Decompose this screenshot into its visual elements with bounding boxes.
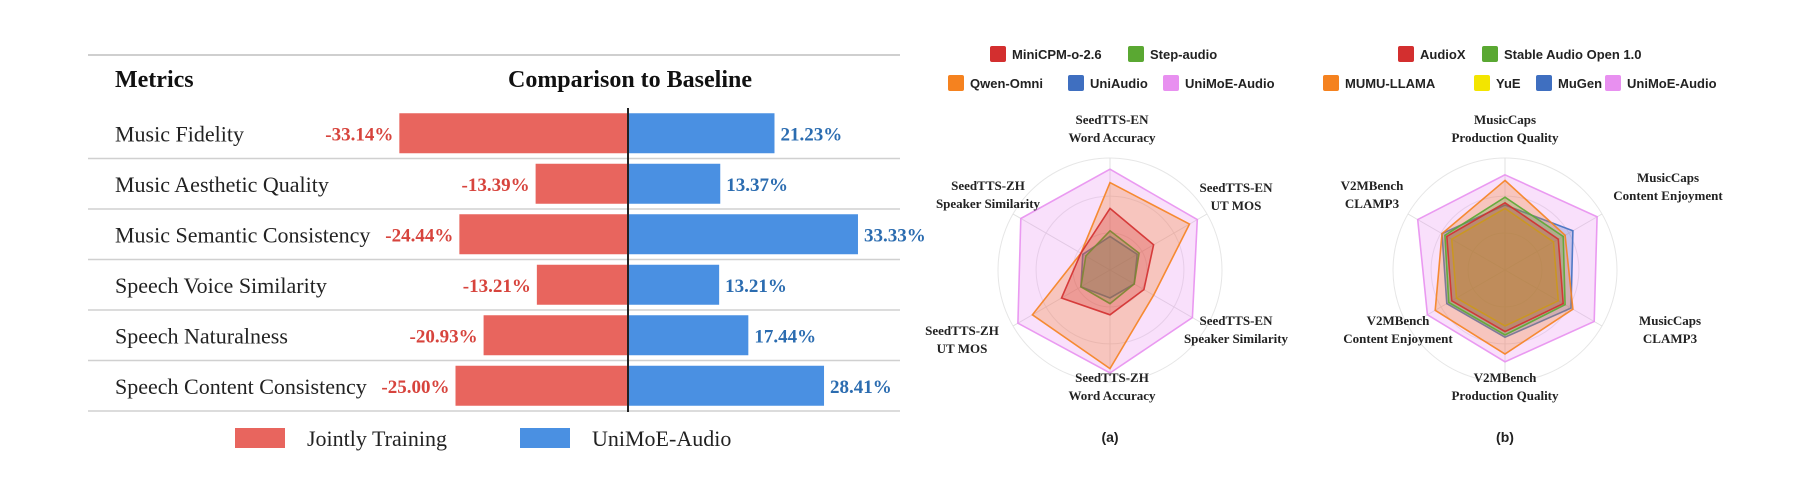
bar-jointly-training bbox=[536, 264, 628, 305]
data-label-unimoe-audio: 17.44% bbox=[754, 326, 816, 347]
bar-jointly-training bbox=[535, 163, 628, 204]
radar-axis-label: MusicCaps Content Enjoyment bbox=[1613, 170, 1723, 203]
bar-unimoe-audio bbox=[628, 113, 775, 154]
legend-swatch bbox=[948, 75, 964, 91]
radar-series-unimoe-audio bbox=[1017, 168, 1199, 374]
radar-axis-label: SeedTTS-EN Word Accuracy bbox=[1068, 112, 1156, 145]
radar-spoke bbox=[1012, 213, 1111, 271]
bar-unimoe-audio bbox=[628, 264, 720, 305]
legend-swatch bbox=[1323, 75, 1339, 91]
legend-label: UniMoE-Audio bbox=[1185, 76, 1275, 91]
data-label-unimoe-audio: 13.21% bbox=[725, 276, 787, 297]
radar-series-minicpm-o-2-6 bbox=[1060, 207, 1155, 316]
legend-label: MiniCPM-o-2.6 bbox=[1012, 47, 1102, 62]
legend-swatch bbox=[1605, 75, 1621, 91]
bar-rows: Music Fidelity -33.14% 21.23% Music Aesthet… bbox=[88, 113, 926, 412]
comparison-header: Comparison to Baseline bbox=[508, 67, 752, 93]
legend-label: Stable Audio Open 1.0 bbox=[1504, 47, 1641, 62]
radar-spoke bbox=[1109, 269, 1208, 327]
metric-label: Speech Content Consistency bbox=[115, 374, 367, 399]
radar-axis-label: V2MBench Production Quality bbox=[1451, 370, 1559, 403]
metric-label: Music Fidelity bbox=[115, 121, 244, 146]
legend-swatch bbox=[1128, 46, 1144, 62]
radar-series-yue bbox=[1450, 207, 1560, 327]
data-label-jointly-training: -24.44% bbox=[385, 225, 453, 246]
legend-label: YuE bbox=[1496, 76, 1521, 91]
radar-spoke bbox=[1109, 213, 1208, 271]
data-label-unimoe-audio: 28.41% bbox=[830, 377, 892, 398]
legend-swatch bbox=[1482, 46, 1498, 62]
bar-unimoe-audio bbox=[628, 214, 858, 255]
subfigure-caption: (a) bbox=[1101, 429, 1118, 445]
radar-axis-label: SeedTTS-ZH UT MOS bbox=[925, 323, 999, 356]
legend-swatch bbox=[235, 428, 285, 448]
metric-label: Music Aesthetic Quality bbox=[115, 172, 329, 197]
legend-label: MUMU-LLAMA bbox=[1345, 76, 1436, 91]
legend-swatch bbox=[1068, 75, 1084, 91]
data-label-jointly-training: -33.14% bbox=[325, 124, 393, 145]
data-label-unimoe-audio: 13.37% bbox=[726, 175, 788, 196]
legend-swatch bbox=[990, 46, 1006, 62]
legend-label: Qwen-Omni bbox=[970, 76, 1043, 91]
bar-legend: Jointly Training UniMoE-Audio bbox=[235, 426, 731, 451]
data-label-jointly-training: -25.00% bbox=[381, 377, 449, 398]
radar-series-unimoe-audio bbox=[1416, 173, 1598, 363]
bar-unimoe-audio bbox=[628, 163, 721, 204]
subfigure-caption: (b) bbox=[1496, 429, 1514, 445]
bar-unimoe-audio bbox=[628, 315, 749, 356]
radar-axis-label: MusicCaps Production Quality bbox=[1451, 112, 1559, 145]
radar-axis-label: SeedTTS-EN Speaker Similarity bbox=[1184, 313, 1289, 346]
legend-label: UniMoE-Audio bbox=[1627, 76, 1717, 91]
metric-label: Music Semantic Consistency bbox=[115, 222, 370, 247]
radar-series-uniaudio bbox=[1080, 235, 1139, 299]
legend-swatch bbox=[520, 428, 570, 448]
radar-axis-label: MusicCaps CLAMP3 bbox=[1639, 313, 1701, 346]
radar-chart-b: MusicCaps Production Quality MusicCaps Cont… bbox=[1323, 46, 1723, 445]
data-label-jointly-training: -13.21% bbox=[463, 276, 531, 297]
radar-series-audiox bbox=[1445, 201, 1565, 333]
bar-comparison-panel: Metrics Comparison to Baseline Music Fid… bbox=[88, 54, 926, 451]
legend-swatch bbox=[1474, 75, 1490, 91]
data-label-unimoe-audio: 33.33% bbox=[864, 225, 926, 246]
legend-label: UniAudio bbox=[1090, 76, 1148, 91]
legend-swatch bbox=[1163, 75, 1179, 91]
bar-jointly-training bbox=[459, 214, 628, 255]
legend-label: Jointly Training bbox=[307, 426, 447, 451]
data-label-unimoe-audio: 21.23% bbox=[780, 124, 842, 145]
radar-series-stable-audio-open-1-0 bbox=[1444, 196, 1566, 336]
legend-swatch bbox=[1536, 75, 1552, 91]
radar-axis-label: SeedTTS-EN UT MOS bbox=[1200, 180, 1274, 213]
radar-series-step-audio bbox=[1080, 229, 1140, 305]
radar-axis-label: V2MBench CLAMP3 bbox=[1341, 178, 1405, 211]
legend-label: AudioX bbox=[1420, 47, 1466, 62]
bar-unimoe-audio bbox=[628, 365, 825, 406]
radar-chart-a: SeedTTS-EN Word Accuracy SeedTTS-EN UT MOS S… bbox=[925, 46, 1289, 445]
radar-spoke bbox=[1504, 269, 1603, 327]
legend-label: MuGen bbox=[1558, 76, 1602, 91]
radar-axis-label: SeedTTS-ZH Speaker Similarity bbox=[936, 178, 1041, 211]
metric-label: Speech Voice Similarity bbox=[115, 273, 327, 298]
metric-label: Speech Naturalness bbox=[115, 323, 288, 348]
legend-label: UniMoE-Audio bbox=[592, 426, 731, 451]
bar-jointly-training bbox=[483, 315, 628, 356]
bar-jointly-training bbox=[399, 113, 628, 154]
radar-axis-label: V2MBench Content Enjoyment bbox=[1343, 313, 1453, 346]
data-label-jointly-training: -20.93% bbox=[410, 326, 478, 347]
legend-swatch bbox=[1398, 46, 1414, 62]
metrics-header: Metrics bbox=[115, 67, 194, 93]
radar-axis-label: SeedTTS-ZH Word Accuracy bbox=[1068, 370, 1156, 403]
bar-jointly-training bbox=[455, 365, 628, 406]
radar-spoke bbox=[1407, 213, 1506, 271]
legend-label: Step-audio bbox=[1150, 47, 1217, 62]
data-label-jointly-training: -13.39% bbox=[462, 175, 530, 196]
